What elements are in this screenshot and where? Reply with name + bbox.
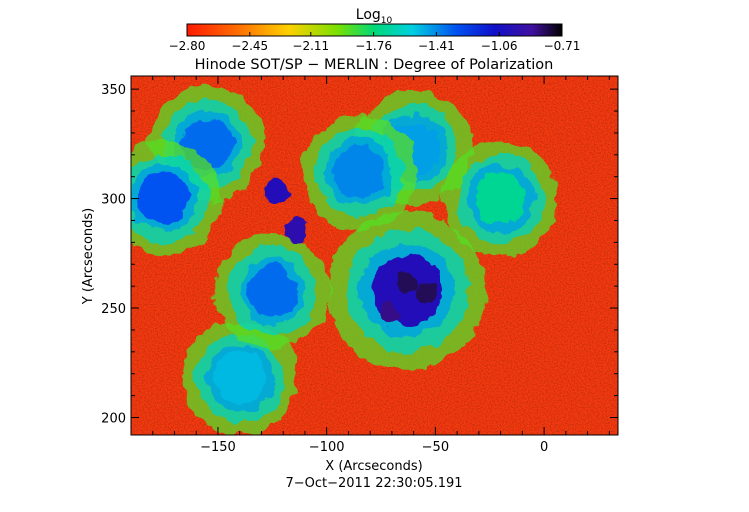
colorbar-gradient [187, 24, 562, 36]
colorbar-label: Log10 [356, 7, 393, 26]
y-tick-label: 250 [101, 302, 126, 317]
chart-title: Hinode SOT/SP − MERLIN : Degree of Polar… [195, 57, 554, 73]
colorbar-tick-label: −2.45 [231, 39, 268, 53]
sunspot-umbra [415, 281, 438, 304]
network-plage [137, 172, 190, 225]
colorbar-tick-label: −1.06 [481, 39, 518, 53]
x-axis: −150 −100 −50 0 [130, 76, 610, 455]
plot-frame [130, 75, 619, 436]
x-axis-label: X (Arcseconds) [325, 459, 422, 474]
x-tick-label: −150 [200, 440, 236, 455]
x-tick-label: −100 [309, 440, 345, 455]
sunspot-umbra [396, 270, 419, 293]
y-tick-label: 350 [101, 83, 126, 98]
x-tick-label: 0 [540, 440, 548, 455]
colorbar-tick-label: −1.41 [418, 39, 455, 53]
heatmap-image [131, 76, 618, 435]
y-axis: 200 250 300 350 [101, 83, 618, 426]
colorbar: Log10 −2.80 −2.45 −2.11 −1.76 −1.41 −1.06 −0.7… [169, 7, 581, 53]
network-plage [246, 264, 299, 317]
colorbar-tick-label: −2.11 [292, 39, 329, 53]
colorbar-frame [186, 23, 563, 37]
colorbar-tick-label: −1.76 [355, 39, 392, 53]
y-tick-label: 200 [101, 411, 126, 426]
colorbar-tick-label: −0.71 [544, 39, 581, 53]
heatmap-features [131, 86, 558, 435]
pore [284, 217, 309, 242]
network-plage [333, 146, 386, 199]
pore [264, 180, 289, 205]
network-plage [213, 352, 266, 405]
y-tick-label: 300 [101, 193, 126, 208]
colorbar-ticks: −2.80 −2.45 −2.11 −1.76 −1.41 −1.06 −0.71 [169, 32, 581, 53]
y-axis-label: Y (Arcseconds) [81, 208, 96, 305]
network-plage [474, 172, 527, 225]
colorbar-tick-label: −2.80 [169, 39, 206, 53]
sunspot-umbra [378, 303, 401, 326]
x-tick-label: −50 [422, 440, 449, 455]
footer-timestamp: 7−Oct−2011 22:30:05.191 [285, 476, 462, 491]
